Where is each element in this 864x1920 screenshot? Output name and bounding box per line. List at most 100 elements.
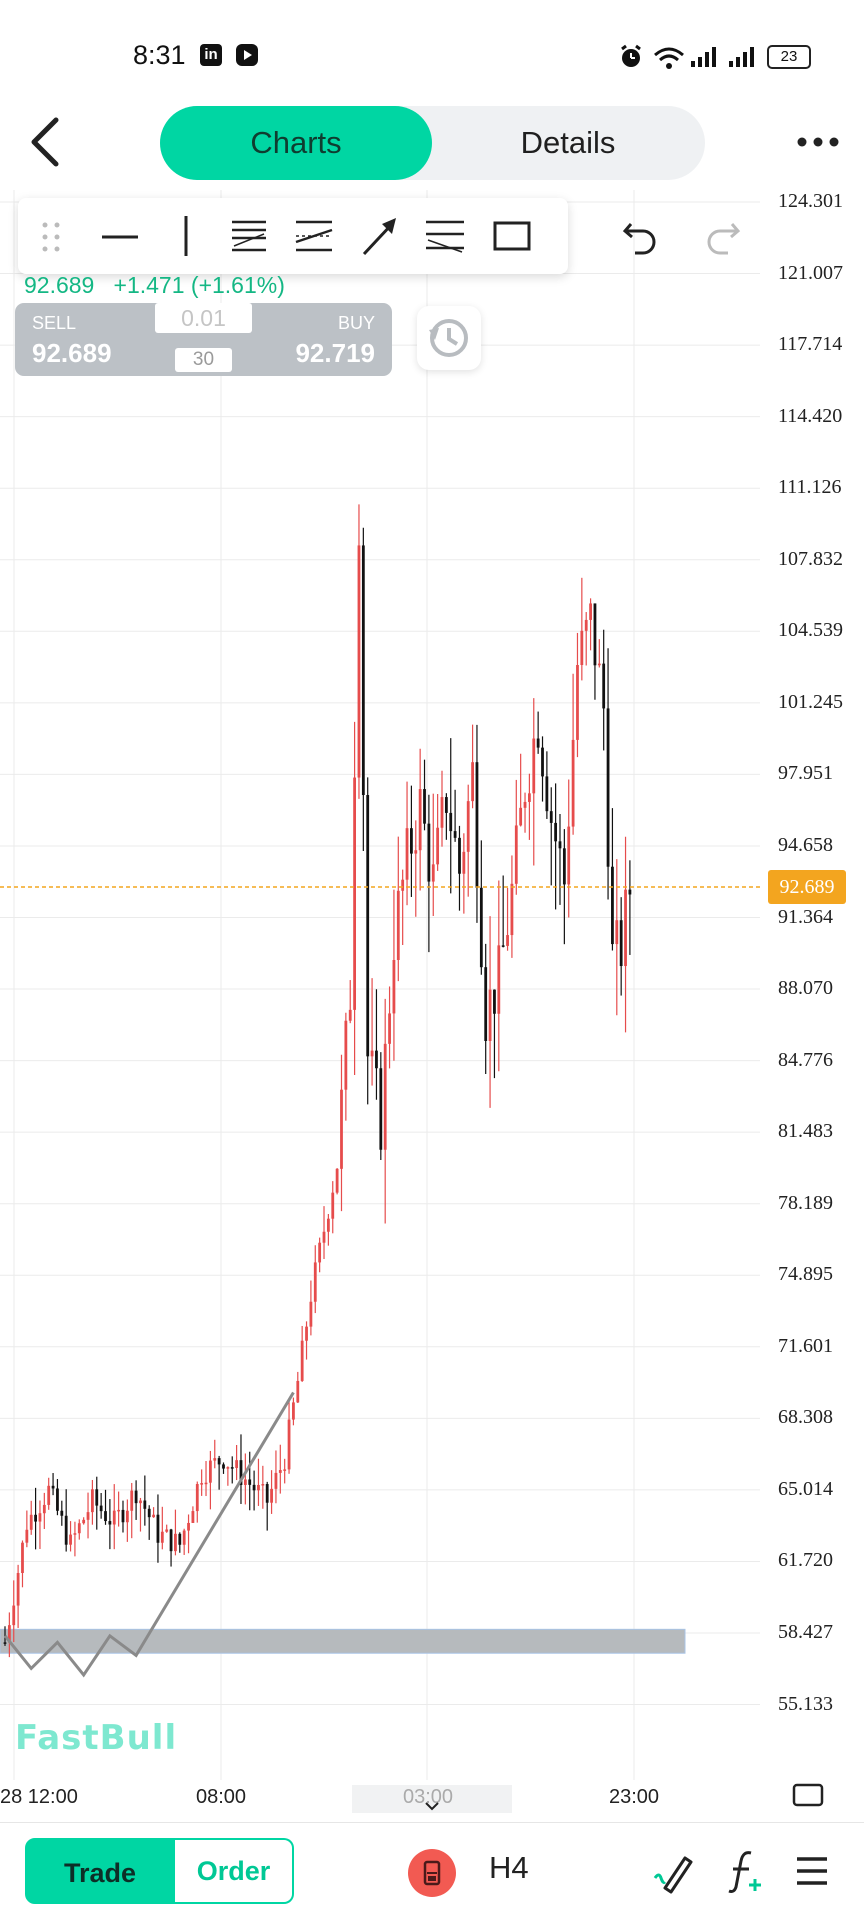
arrow-icon[interactable] bbox=[360, 214, 400, 258]
candle bbox=[309, 1301, 313, 1327]
candle bbox=[479, 887, 483, 968]
candle bbox=[130, 1490, 134, 1511]
candle bbox=[283, 1469, 287, 1471]
indicator-icon[interactable] bbox=[727, 1849, 763, 1895]
candle bbox=[34, 1514, 37, 1522]
candle bbox=[466, 801, 470, 852]
candle bbox=[488, 989, 492, 1041]
candle bbox=[69, 1534, 72, 1545]
parallel-channel-icon[interactable] bbox=[294, 218, 334, 254]
candle bbox=[134, 1490, 138, 1504]
candle bbox=[449, 812, 453, 832]
candle bbox=[257, 1484, 260, 1491]
candle bbox=[160, 1531, 164, 1543]
price-axis-label: 111.126 bbox=[778, 476, 842, 499]
candle bbox=[331, 1192, 335, 1219]
replay-button[interactable] bbox=[417, 306, 481, 370]
buy-button[interactable]: 92.719 bbox=[295, 338, 375, 368]
candle bbox=[497, 945, 501, 1014]
candle bbox=[222, 1464, 225, 1469]
drag-handle-icon[interactable] bbox=[40, 220, 62, 254]
trendline bbox=[3, 1391, 295, 1678]
lot-size-input[interactable]: 0.01 bbox=[155, 303, 252, 333]
menu-icon[interactable] bbox=[795, 1856, 829, 1886]
sell-label: SELL bbox=[32, 313, 77, 333]
candle bbox=[370, 1050, 374, 1057]
candle bbox=[204, 1482, 208, 1485]
candle bbox=[300, 1340, 304, 1381]
candle bbox=[484, 967, 488, 1041]
candle bbox=[29, 1514, 33, 1530]
candle bbox=[178, 1533, 182, 1545]
status-bar: 8:31 in 23 bbox=[0, 0, 864, 110]
candle bbox=[47, 1485, 51, 1505]
price-axis-label: 78.189 bbox=[778, 1191, 833, 1214]
candle bbox=[335, 1168, 339, 1193]
candle bbox=[56, 1488, 59, 1511]
time-axis-label: 03:00 bbox=[403, 1786, 454, 1808]
status-time: 8:31 bbox=[133, 40, 186, 70]
timeframe-selector[interactable]: H4 bbox=[489, 1850, 529, 1885]
tab-details[interactable]: Details bbox=[520, 125, 616, 160]
candle bbox=[252, 1484, 256, 1491]
candle bbox=[217, 1458, 221, 1465]
candle bbox=[462, 851, 466, 874]
chevron-down-icon[interactable] bbox=[424, 1801, 440, 1811]
candle bbox=[270, 1488, 273, 1503]
fastbull-watermark: FastBull bbox=[15, 1718, 178, 1758]
price-axis-label: 61.720 bbox=[778, 1549, 833, 1572]
candle bbox=[213, 1458, 217, 1461]
horizontal-line-icon[interactable] bbox=[100, 224, 140, 250]
candle bbox=[265, 1484, 269, 1503]
buy-label: BUY bbox=[337, 313, 375, 333]
back-button[interactable] bbox=[22, 112, 72, 172]
candle bbox=[51, 1485, 55, 1489]
quote-summary: 92.689 +1.471 (+1.61%) bbox=[24, 272, 285, 299]
youtube-icon bbox=[236, 44, 258, 66]
candle bbox=[305, 1326, 308, 1341]
candle bbox=[414, 850, 418, 854]
candle bbox=[510, 883, 514, 936]
draw-icon[interactable] bbox=[651, 1852, 695, 1894]
candle bbox=[562, 848, 566, 885]
candle bbox=[528, 793, 531, 802]
trade-tab[interactable]: Trade bbox=[25, 1838, 175, 1904]
vertical-line-icon[interactable] bbox=[176, 214, 196, 258]
price-chart[interactable] bbox=[0, 190, 864, 1790]
undo-icon[interactable] bbox=[621, 218, 659, 256]
order-tab[interactable]: Order bbox=[175, 1838, 294, 1904]
candle bbox=[357, 545, 361, 778]
candle bbox=[12, 1605, 16, 1626]
candle bbox=[615, 920, 619, 945]
candle bbox=[541, 747, 544, 777]
redo-icon[interactable] bbox=[704, 218, 742, 256]
candle bbox=[21, 1542, 24, 1573]
candle bbox=[313, 1262, 317, 1302]
fib-fan-icon[interactable] bbox=[424, 218, 466, 254]
fullscreen-icon[interactable] bbox=[792, 1782, 824, 1808]
price-axis-label: 124.301 bbox=[778, 190, 843, 212]
spread-value: 30 bbox=[175, 348, 232, 372]
more-button[interactable] bbox=[795, 127, 841, 157]
timer-button[interactable] bbox=[408, 1849, 456, 1897]
support-zone-rect bbox=[0, 1628, 686, 1654]
candle bbox=[593, 603, 597, 666]
fib-retracement-icon[interactable] bbox=[230, 218, 268, 254]
candle bbox=[471, 762, 474, 802]
candle bbox=[436, 827, 440, 865]
price-axis-label: 107.832 bbox=[778, 547, 843, 570]
rectangle-icon[interactable] bbox=[492, 218, 532, 254]
price-axis-label: 68.308 bbox=[778, 1406, 833, 1429]
candle bbox=[619, 920, 623, 967]
candle bbox=[125, 1510, 129, 1523]
candle bbox=[396, 890, 400, 960]
sell-button[interactable]: 92.689 bbox=[32, 338, 112, 368]
tab-charts[interactable]: Charts bbox=[160, 106, 432, 180]
candle bbox=[340, 1089, 343, 1169]
candle bbox=[139, 1500, 142, 1504]
candle bbox=[165, 1529, 169, 1532]
candle bbox=[25, 1529, 29, 1543]
time-axis-label: 23:00 bbox=[609, 1786, 660, 1808]
candle bbox=[91, 1489, 94, 1513]
candle bbox=[567, 826, 571, 885]
